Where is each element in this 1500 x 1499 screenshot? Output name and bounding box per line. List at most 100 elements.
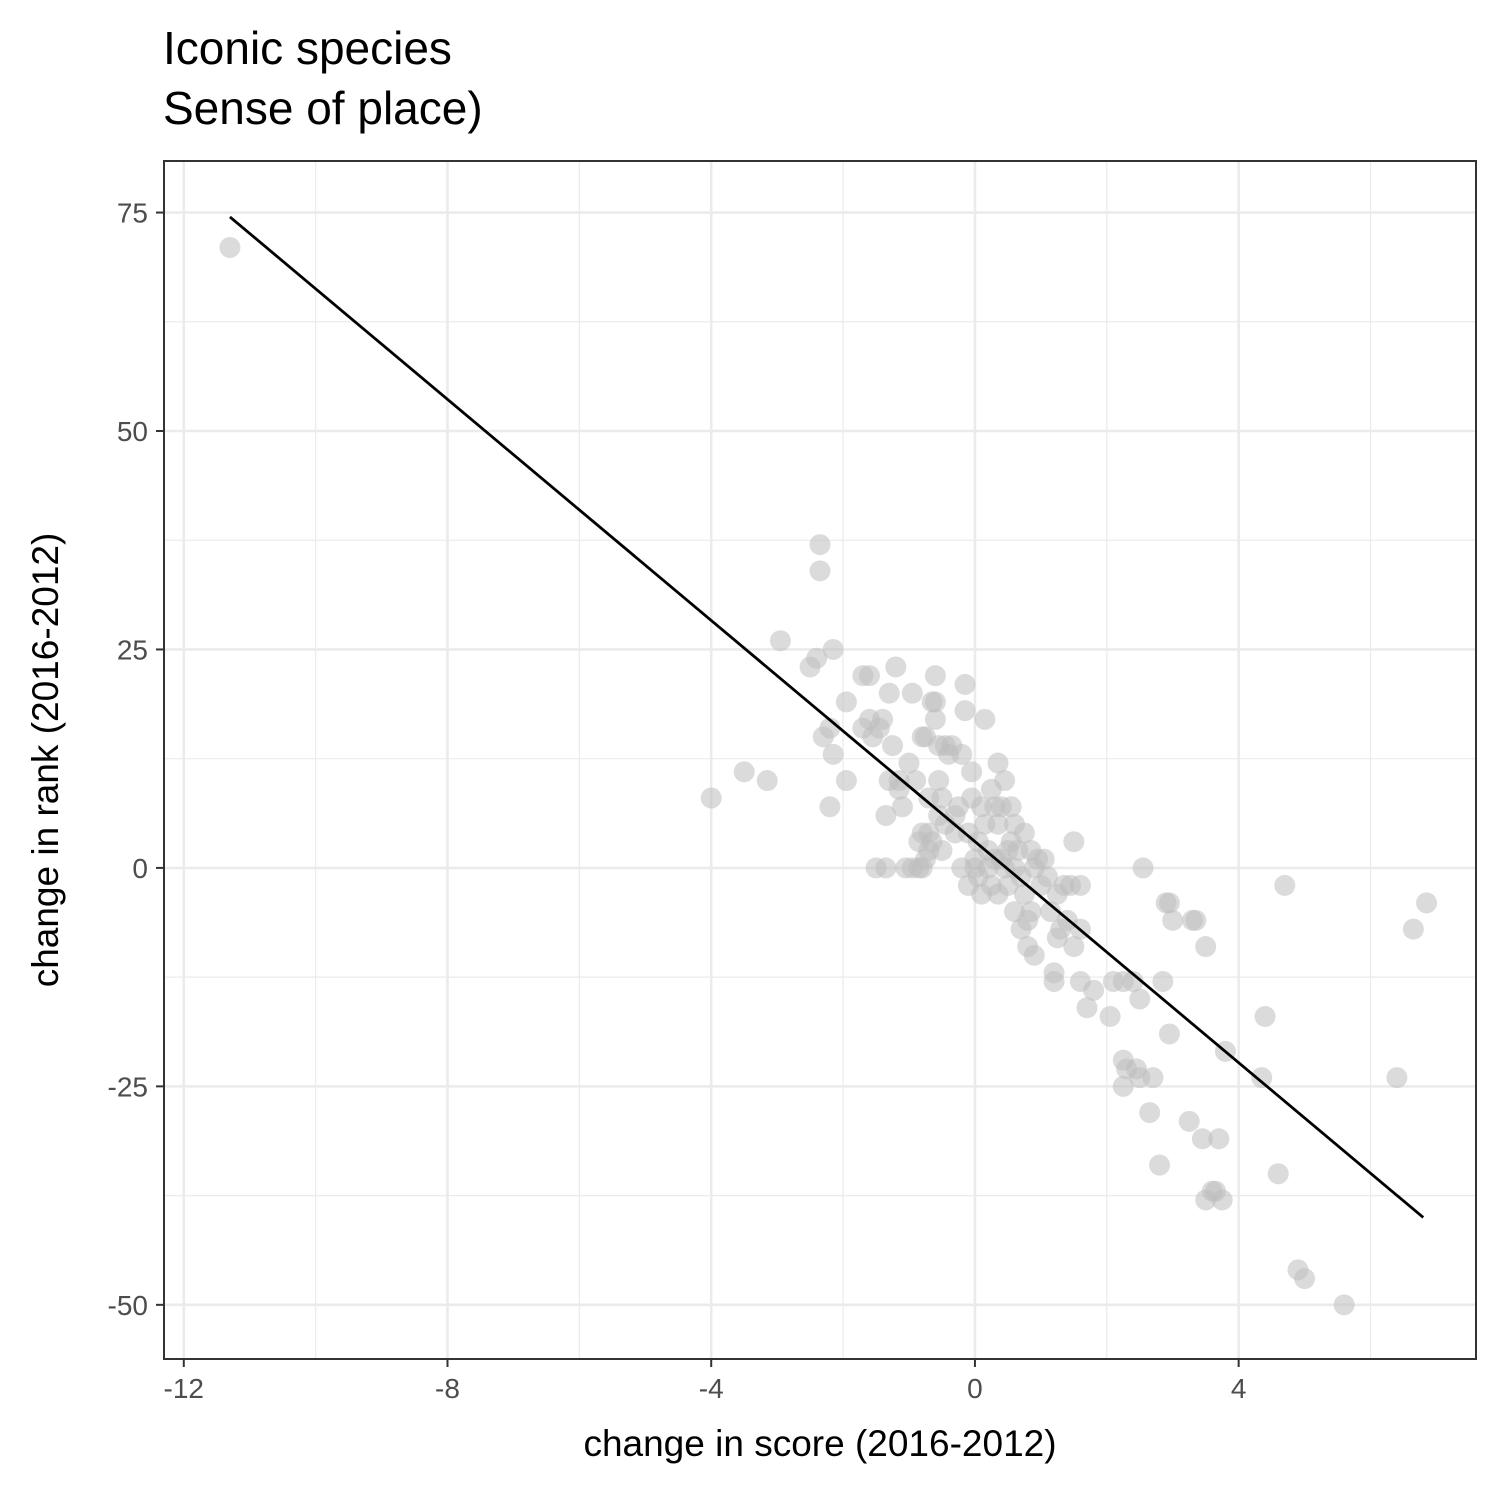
data-point [954, 673, 976, 695]
data-point [1129, 988, 1151, 1010]
data-point [1267, 1163, 1289, 1185]
data-point [700, 787, 722, 809]
data-point [1000, 796, 1022, 818]
data-point [756, 770, 778, 792]
data-point [1333, 1294, 1355, 1316]
y-tick-label: -50 [108, 1290, 148, 1321]
data-point [835, 691, 857, 713]
y-tick-label: 25 [117, 634, 148, 665]
x-tick-label: 4 [1231, 1373, 1247, 1404]
data-point [1083, 979, 1105, 1001]
data-point [872, 708, 894, 730]
y-tick-label: -25 [108, 1071, 148, 1102]
data-point [733, 761, 755, 783]
data-point [1274, 874, 1296, 896]
y-tick-label: 50 [117, 416, 148, 447]
data-point [885, 656, 907, 678]
data-point [924, 708, 946, 730]
data-point [1122, 971, 1144, 993]
data-point [1036, 866, 1058, 888]
data-point [1063, 936, 1085, 958]
data-point [1254, 1005, 1276, 1027]
data-point [835, 770, 857, 792]
data-point [1251, 1067, 1273, 1089]
data-point [931, 839, 953, 861]
data-point [961, 761, 983, 783]
data-point [806, 647, 828, 669]
data-point [905, 770, 927, 792]
x-axis-title: change in score (2016-2012) [583, 1423, 1056, 1464]
regression-line [229, 215, 1425, 1219]
x-tick-label: 0 [967, 1373, 983, 1404]
x-tick-label: -4 [699, 1373, 724, 1404]
data-point [1040, 901, 1062, 923]
data-point [822, 638, 844, 660]
data-point [1185, 909, 1207, 931]
data-point [1033, 848, 1055, 870]
chart-title-line-1: Iconic species [163, 22, 452, 74]
data-point [891, 796, 913, 818]
chart-title-line-2: Sense of place) [163, 82, 483, 134]
data-point [822, 743, 844, 765]
data-point [987, 752, 1009, 774]
data-point [1063, 831, 1085, 853]
data-point [1139, 1102, 1161, 1124]
data-point [931, 787, 953, 809]
data-point [1142, 1067, 1164, 1089]
y-axis-title: change in rank (2016-2012) [25, 533, 66, 988]
data-point [924, 691, 946, 713]
data-point [858, 665, 880, 687]
data-point [924, 665, 946, 687]
data-point [1178, 1110, 1200, 1132]
plot-panel-border [163, 160, 1477, 1360]
data-point [1195, 936, 1217, 958]
data-point [1158, 1023, 1180, 1045]
data-point [1013, 822, 1035, 844]
data-point [1099, 1005, 1121, 1027]
data-point [809, 534, 831, 556]
data-point [1208, 1128, 1230, 1150]
data-point [1162, 909, 1184, 931]
data-point [875, 857, 897, 879]
data-point [1152, 971, 1174, 993]
data-point [1386, 1067, 1408, 1089]
fit-line-layer [229, 215, 1425, 1219]
data-point [1416, 892, 1438, 914]
x-axis: -12 -8 -4 0 4 [164, 1359, 1247, 1404]
x-tick-label: -12 [164, 1373, 204, 1404]
data-point [1043, 971, 1065, 993]
data-point [1294, 1268, 1316, 1290]
y-axis: 75 50 25 0 -25 -50 [108, 198, 164, 1321]
data-point [928, 770, 950, 792]
data-point [1023, 944, 1045, 966]
data-points [219, 237, 1438, 1316]
data-point [1158, 892, 1180, 914]
plot-panel-background [164, 161, 1476, 1359]
minor-gridlines [164, 161, 1476, 1359]
data-point [898, 752, 920, 774]
data-point [819, 796, 841, 818]
data-point [1211, 1189, 1233, 1211]
data-point [994, 770, 1016, 792]
data-point [1149, 1154, 1171, 1176]
data-point [1112, 1075, 1134, 1097]
data-point [769, 630, 791, 652]
data-point [809, 560, 831, 582]
data-point [954, 700, 976, 722]
x-tick-label: -8 [435, 1373, 460, 1404]
data-point [219, 237, 241, 259]
data-point [875, 804, 897, 826]
data-point [974, 708, 996, 730]
data-point [1020, 901, 1042, 923]
data-point [1069, 874, 1091, 896]
data-point [1132, 857, 1154, 879]
data-point [951, 743, 973, 765]
data-point [901, 682, 923, 704]
data-point [878, 682, 900, 704]
data-point [1191, 1128, 1213, 1150]
y-tick-label: 0 [132, 853, 148, 884]
data-point [1402, 918, 1424, 940]
data-point [1076, 997, 1098, 1019]
data-point [882, 735, 904, 757]
